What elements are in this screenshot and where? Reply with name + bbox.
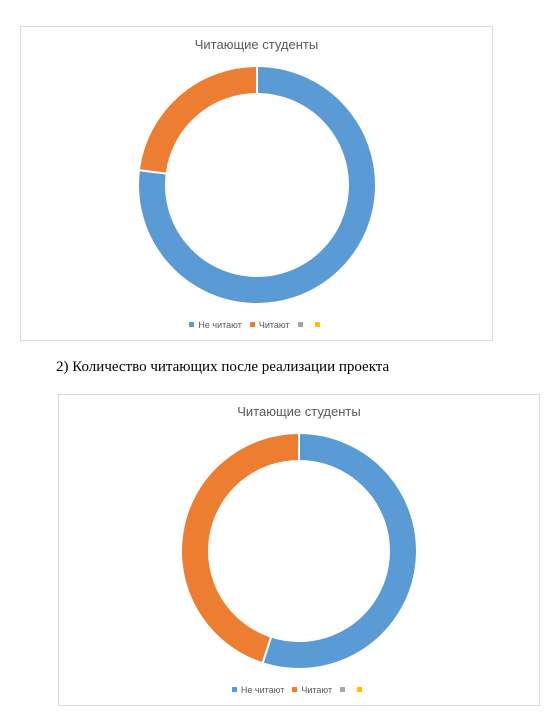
- chart-1: Читающие студенты Не читают Читают: [20, 26, 493, 341]
- donut-chart: [137, 64, 377, 305]
- chart-2: Читающие студенты Не читают Читают: [58, 394, 540, 706]
- legend-item: Не читают: [231, 685, 285, 695]
- legend-item: Не читают: [189, 320, 242, 330]
- donut-slice-1: [261, 431, 418, 670]
- legend-swatch: [189, 322, 195, 327]
- legend-item: [297, 320, 307, 330]
- chart-title: Читающие студенты: [237, 404, 361, 419]
- legend-label: Читают: [258, 320, 290, 330]
- legend-label: Читают: [301, 685, 333, 695]
- chart-legend: Не читают Читают: [21, 320, 492, 330]
- legend-swatch: [340, 687, 346, 692]
- donut-slice-1: [137, 64, 377, 305]
- legend-swatch: [292, 687, 298, 692]
- legend-item: [314, 320, 324, 330]
- donut-chart: [180, 431, 418, 670]
- chart-title: Читающие студенты: [194, 37, 319, 52]
- legend-item: Читают: [292, 685, 332, 695]
- chart-legend: Не читают Читают: [59, 685, 539, 695]
- legend-swatch: [297, 322, 303, 327]
- donut-slice-2: [180, 431, 300, 665]
- legend-swatch: [314, 322, 320, 327]
- donut-slice-2: [137, 64, 258, 175]
- caption-text: 2) Количество читающих после реализации …: [56, 359, 390, 375]
- legend-swatch: [231, 687, 237, 692]
- legend-item: Читают: [249, 320, 290, 330]
- legend-item: [340, 685, 349, 695]
- legend-label: Не читают: [198, 320, 242, 330]
- legend-swatch: [357, 687, 363, 692]
- legend-item: [357, 685, 366, 695]
- legend-swatch: [249, 322, 255, 327]
- legend-label: Не читают: [240, 685, 285, 695]
